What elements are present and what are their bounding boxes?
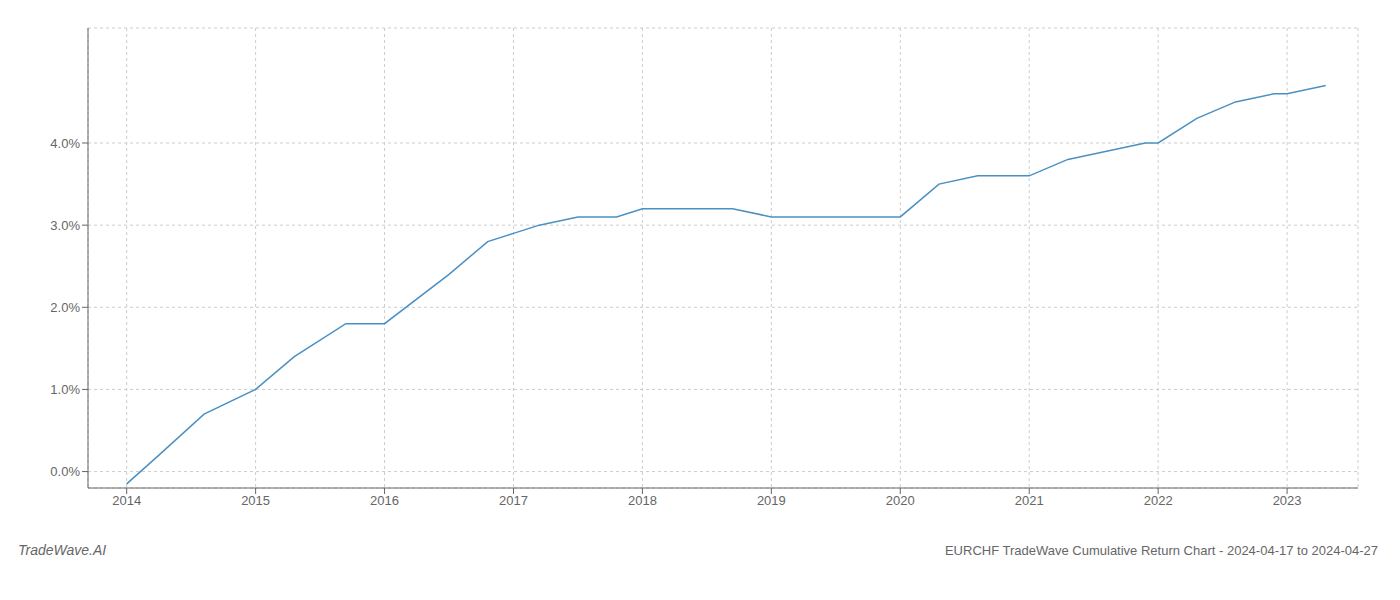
html-text:EURCHF TradeWave Cumulative Re: EURCHF TradeWave Cumulative Return Chart… xyxy=(944,543,1378,558)
svg-text:2014: 2014 xyxy=(112,493,141,508)
svg-text:2022: 2022 xyxy=(1144,493,1173,508)
svg-text:2018: 2018 xyxy=(628,493,657,508)
svg-text:2019: 2019 xyxy=(757,493,786,508)
svg-text:2.0%: 2.0% xyxy=(50,300,80,315)
svg-text:2021: 2021 xyxy=(1015,493,1044,508)
svg-text:2017: 2017 xyxy=(499,493,528,508)
svg-text:2016: 2016 xyxy=(370,493,399,508)
svg-text:4.0%: 4.0% xyxy=(50,136,80,151)
svg-text:2015: 2015 xyxy=(241,493,270,508)
svg-text:1.0%: 1.0% xyxy=(50,382,80,397)
svg-text:0.0%: 0.0% xyxy=(50,464,80,479)
svg-text:2020: 2020 xyxy=(886,493,915,508)
svg-text:2023: 2023 xyxy=(1273,493,1302,508)
html-text:TradeWave.AI: TradeWave.AI xyxy=(18,542,107,558)
svg-text:3.0%: 3.0% xyxy=(50,218,80,233)
